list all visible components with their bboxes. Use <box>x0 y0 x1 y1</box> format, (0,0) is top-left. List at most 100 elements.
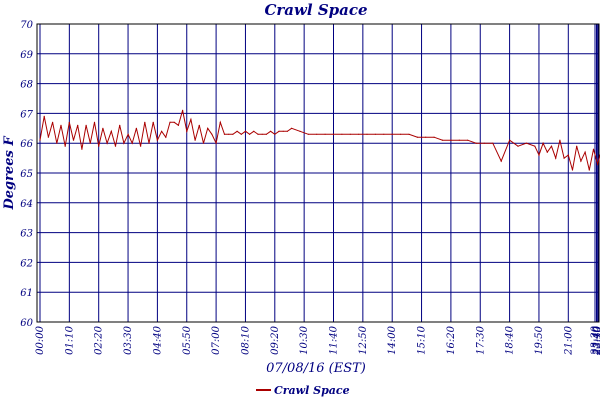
data-point <box>232 133 234 135</box>
x-tick-label: 08:10 <box>240 325 251 354</box>
data-point <box>324 133 326 135</box>
data-point <box>433 136 435 138</box>
data-point <box>270 130 272 132</box>
y-tick-label: 62 <box>20 258 33 269</box>
data-point <box>441 139 444 141</box>
data-point <box>198 124 200 126</box>
data-point <box>391 133 393 135</box>
x-tick-label: 00:00 <box>35 325 46 354</box>
data-point <box>550 145 553 147</box>
x-tick-label: 23:40 <box>592 325 600 355</box>
data-point <box>223 133 226 135</box>
data-point <box>458 139 460 141</box>
data-point <box>555 157 557 159</box>
data-point <box>307 133 309 135</box>
data-point <box>52 121 54 123</box>
data-point <box>576 145 578 147</box>
data-point <box>358 133 360 135</box>
data-point <box>286 130 288 132</box>
data-point <box>265 133 267 135</box>
data-point <box>492 142 494 144</box>
data-point <box>366 133 368 135</box>
data-point <box>408 133 410 135</box>
y-tick-label: 65 <box>20 169 33 180</box>
y-tick-label: 67 <box>20 109 33 120</box>
data-point <box>341 133 343 135</box>
data-point <box>177 124 179 126</box>
data-point <box>257 133 259 135</box>
data-point <box>39 139 41 141</box>
data-point <box>85 124 87 126</box>
data-point <box>152 121 154 123</box>
x-tick-label: 14:00 <box>387 325 398 354</box>
data-point <box>202 142 205 144</box>
x-tick-label: 05:50 <box>182 325 193 354</box>
data-point <box>207 127 209 129</box>
data-point <box>588 169 590 171</box>
series-line-crawl-space <box>39 110 600 171</box>
data-point <box>106 142 108 144</box>
data-point <box>349 133 351 135</box>
data-point <box>416 136 418 138</box>
data-point <box>228 133 230 135</box>
series-points <box>39 109 599 171</box>
data-point <box>127 133 129 135</box>
data-point <box>592 148 595 150</box>
y-axis-ticks: 60 61 62 63 64 65 66 67 68 69 70 <box>20 20 33 329</box>
data-point <box>64 145 66 147</box>
data-point <box>89 142 91 144</box>
x-tick-label: 09:20 <box>270 325 281 354</box>
x-tick-label: 15:10 <box>417 325 428 354</box>
data-point <box>282 130 284 132</box>
y-tick-label: 61 <box>20 288 33 299</box>
y-tick-label: 64 <box>20 199 33 210</box>
plot-frame <box>36 23 600 323</box>
x-axis-ticks: 00:00 01:10 02:20 03:30 04:40 05:50 07:00 08:10… <box>35 325 600 355</box>
data-point <box>383 133 385 135</box>
data-point <box>98 145 100 147</box>
data-point <box>253 130 255 132</box>
x-tick-label: 04:40 <box>152 325 163 354</box>
x-tick-label: 21:00 <box>563 325 574 355</box>
data-point <box>93 121 96 123</box>
data-point <box>119 124 121 126</box>
x-tick-label: 17:30 <box>475 325 486 354</box>
data-point <box>81 148 83 150</box>
chart-title: Crawl Space <box>264 1 367 19</box>
data-point <box>165 136 167 138</box>
data-point <box>240 133 242 135</box>
data-point <box>156 139 158 141</box>
data-point <box>77 124 79 126</box>
data-point <box>56 142 58 144</box>
data-point <box>60 124 62 126</box>
data-point <box>525 142 528 144</box>
y-tick-label: 66 <box>20 139 33 150</box>
data-point <box>563 157 565 159</box>
y-tick-label: 63 <box>20 229 33 240</box>
data-point <box>316 133 318 135</box>
data-point <box>291 127 293 129</box>
grid <box>37 23 599 323</box>
x-tick-label: 12:50 <box>358 325 369 354</box>
data-point <box>102 127 104 129</box>
y-tick-label: 69 <box>20 50 33 61</box>
data-point <box>517 145 519 147</box>
data-point <box>500 160 502 162</box>
data-point <box>509 139 511 141</box>
data-point <box>278 130 280 132</box>
x-tick-label: 22:10 <box>593 325 600 355</box>
data-point <box>194 139 196 141</box>
data-point <box>332 133 335 135</box>
data-point <box>43 115 45 117</box>
data-point <box>542 142 544 144</box>
data-point <box>173 121 175 123</box>
legend: Crawl Space <box>256 384 350 397</box>
data-point <box>215 142 217 144</box>
x-tick-label: 23:30 <box>590 325 600 355</box>
data-point <box>538 154 540 156</box>
x-tick-label: 16:20 <box>446 325 457 354</box>
data-point <box>47 136 50 138</box>
data-point <box>131 142 133 144</box>
data-point <box>425 136 427 138</box>
